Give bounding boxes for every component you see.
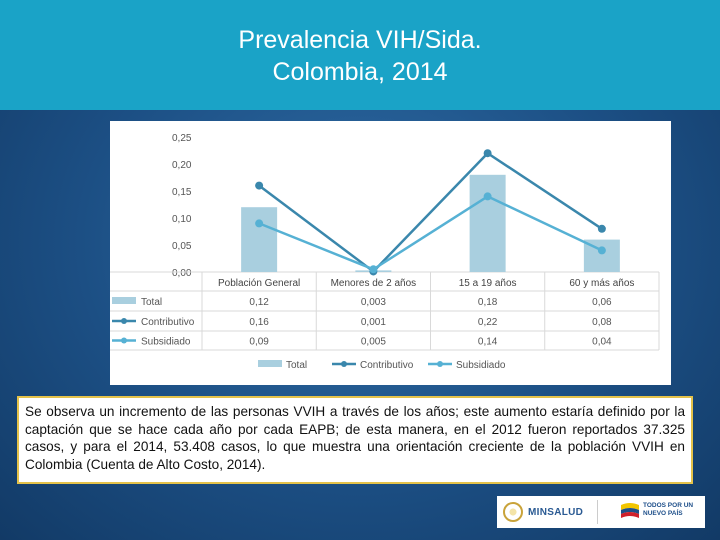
todos-por-un-nuevo-pais-flag-icon <box>621 503 639 518</box>
todos-por-un-nuevo-pais-logo: TODOS POR UN NUEVO PAÍS <box>643 502 693 517</box>
slide-title: Prevalencia VIH/Sida. Colombia, 2014 <box>0 24 720 88</box>
y-tick-label: 0,15 <box>172 187 192 198</box>
category-label: Menores de 2 años <box>331 278 417 289</box>
table-key-point <box>121 337 127 344</box>
todos-line-1: TODOS POR UN <box>643 502 694 509</box>
table-key-point <box>121 318 127 324</box>
point-contributivo <box>597 224 606 233</box>
footer-logos: MINSALUD TODOS POR UN NUEVO PAÍS <box>497 496 705 528</box>
table-value: 0,005 <box>361 337 386 348</box>
line-subsidiado <box>258 194 603 271</box>
table-value: 0,08 <box>592 317 612 328</box>
table-value: 0,16 <box>249 317 269 328</box>
logo-divider <box>597 500 598 524</box>
bar-total <box>469 174 506 272</box>
category-label: Población General <box>218 278 300 289</box>
category-label: 15 a 19 años <box>459 278 517 289</box>
bar-total <box>241 207 278 272</box>
legend-label: Subsidiado <box>456 360 506 371</box>
line-contributivo <box>258 151 603 274</box>
table-series-name: Subsidiado <box>141 337 191 348</box>
title-line-1: Prevalencia VIH/Sida. <box>238 26 482 54</box>
table-key-total <box>112 297 136 304</box>
y-tick-label: 0,05 <box>172 241 192 252</box>
legend-label: Total <box>286 360 307 371</box>
table-series-name: Total <box>141 297 162 308</box>
point-subsidiado <box>369 265 378 274</box>
y-tick-label: 0,25 <box>172 133 192 144</box>
table-value: 0,12 <box>249 297 269 308</box>
point-contributivo <box>483 149 492 158</box>
table-value: 0,09 <box>249 337 269 348</box>
legend-label: Contributivo <box>360 360 414 371</box>
colombia-seal-icon <box>503 502 523 522</box>
minsalud-label: MINSALUD <box>528 506 584 518</box>
y-tick-label: 0,00 <box>172 268 192 279</box>
legend-key-total <box>258 360 282 367</box>
title-banner <box>0 0 720 110</box>
table-value: 0,001 <box>361 317 386 328</box>
point-subsidiado <box>483 192 492 201</box>
category-label: 60 y más años <box>569 278 634 289</box>
y-tick-label: 0,10 <box>172 214 192 225</box>
table-value: 0,22 <box>478 317 498 328</box>
minsalud-logo: MINSALUD <box>503 500 583 524</box>
point-subsidiado <box>255 219 264 228</box>
todos-line-2: NUEVO PAÍS <box>643 509 683 517</box>
title-line-2: Colombia, 2014 <box>272 58 448 86</box>
table-value: 0,003 <box>361 297 386 308</box>
point-subsidiado <box>597 246 606 255</box>
prevalence-chart: 0,00 0,05 0,10 0,15 0,20 0,25 Población Genera… <box>110 133 660 371</box>
table-series-name: Contributivo <box>141 317 195 328</box>
table-value: 0,18 <box>478 297 498 308</box>
point-contributivo <box>255 181 264 190</box>
legend-key-point <box>341 361 347 367</box>
table-value: 0,14 <box>478 337 498 348</box>
table-value: 0,06 <box>592 297 612 308</box>
legend-key-point <box>437 361 443 367</box>
chart-panel: 0,00 0,05 0,10 0,15 0,20 0,25 Población Genera… <box>110 121 671 385</box>
table-value: 0,04 <box>592 337 612 348</box>
description-note: Se observa un incremento de las personas… <box>17 396 693 484</box>
y-tick-label: 0,20 <box>172 160 192 171</box>
